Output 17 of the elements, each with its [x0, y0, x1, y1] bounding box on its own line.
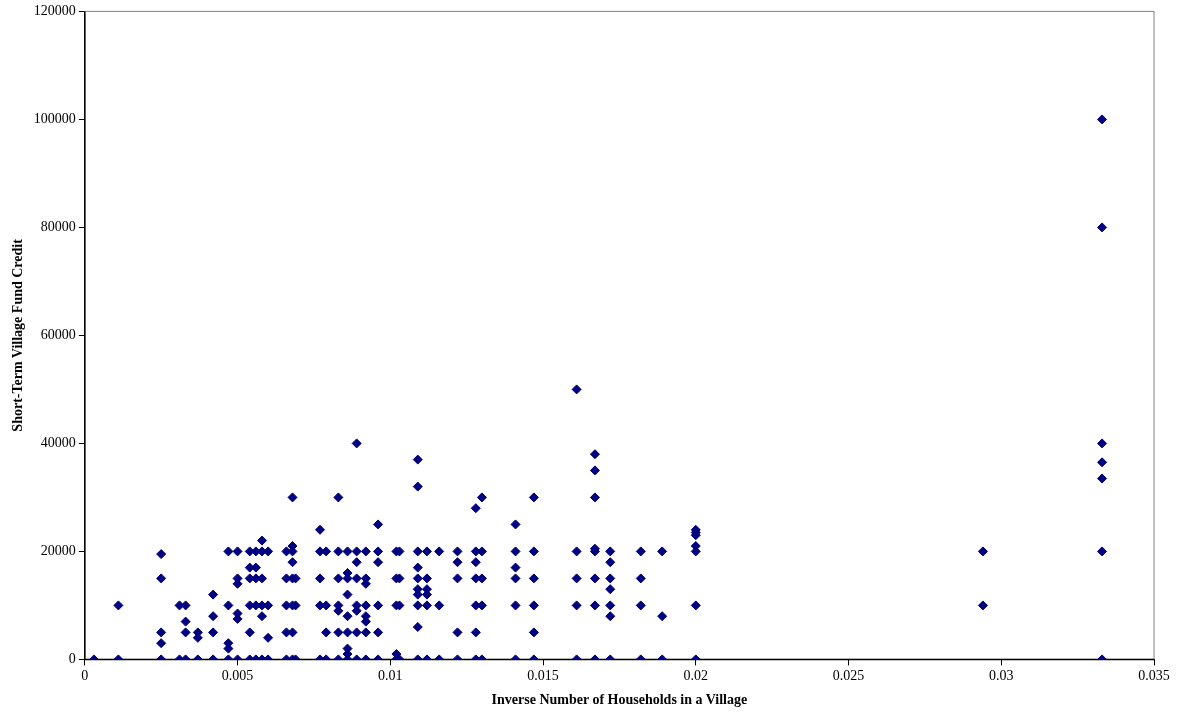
x-tick-label: 0.025	[832, 668, 865, 684]
y-tick-label: 0	[68, 651, 76, 667]
y-tick-label: 80000	[40, 219, 76, 235]
x-tick-label: 0.02	[683, 668, 709, 684]
x-tick-label: 0.035	[1138, 668, 1170, 684]
y-axis-title: Short-Term Village Fund Credit	[10, 238, 26, 432]
x-tick-label: 0.03	[989, 668, 1014, 684]
y-tick-label: 40000	[40, 435, 76, 451]
x-tick-label: 0.01	[378, 668, 403, 684]
y-tick-label: 100000	[33, 111, 76, 127]
y-tick-label: 20000	[40, 543, 76, 559]
x-tick-label: 0.015	[527, 668, 559, 684]
x-tick-label: 0	[81, 668, 89, 684]
x-tick-label: 0.005	[221, 668, 254, 684]
x-axis-title: Inverse Number of Households in a Village	[491, 692, 748, 708]
y-tick-label: 60000	[40, 327, 76, 343]
y-tick-label: 120000	[33, 3, 76, 19]
